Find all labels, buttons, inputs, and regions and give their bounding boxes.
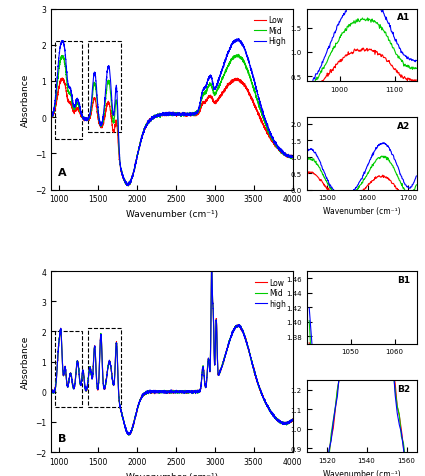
high [48,388,54,394]
Low [209,263,214,269]
Mid [48,390,54,396]
Text: B1: B1 [397,276,410,284]
Low [60,76,65,82]
High [91,83,96,89]
Mid [141,128,146,134]
High [76,101,81,107]
Y-axis label: Absorbance: Absorbance [20,73,29,127]
Low [290,154,295,159]
High [125,183,130,189]
Mid [141,392,146,397]
Bar [88,329,121,407]
high [290,416,295,422]
Low [152,390,157,396]
Mid [259,392,264,397]
X-axis label: Wavenumber (cm⁻¹): Wavenumber (cm⁻¹) [323,468,400,476]
Mid [126,184,131,189]
Legend: Low, Mid, high: Low, Mid, high [252,275,289,311]
Mid [126,432,131,438]
Mid [152,115,157,121]
Low [48,390,54,396]
High [48,115,54,121]
X-axis label: Wavenumber (cm⁻¹): Wavenumber (cm⁻¹) [126,472,218,476]
Bar [55,332,82,407]
high [259,393,264,398]
Low [125,183,130,189]
Y-axis label: Absorbance: Absorbance [20,335,29,388]
high [209,264,214,270]
High [259,107,264,113]
Line: Mid: Mid [51,55,293,187]
high [286,420,291,426]
Low [141,392,146,397]
high [141,391,146,397]
Low [259,119,264,125]
Low [141,129,146,135]
Text: A2: A2 [397,122,410,131]
Line: Low: Low [51,79,293,186]
Bar [88,42,121,132]
Mid [91,89,96,95]
high [127,432,132,437]
Mid [91,372,96,377]
Bar [55,42,82,139]
X-axis label: Wavenumber (cm⁻¹): Wavenumber (cm⁻¹) [323,207,400,216]
Mid [76,366,81,371]
Text: A: A [58,168,67,178]
Mid [152,389,157,395]
X-axis label: Wavenumber (cm⁻¹): Wavenumber (cm⁻¹) [126,209,218,218]
Mid [286,421,291,427]
Mid [259,113,264,119]
Mid [76,102,81,108]
Low [126,432,131,438]
Low [76,366,81,371]
Low [286,154,291,160]
Line: Low: Low [51,266,293,435]
high [76,364,81,370]
Low [91,100,96,106]
Text: A1: A1 [397,13,410,22]
Mid [290,416,295,422]
Mid [209,263,214,269]
Mid [286,154,291,159]
Text: B: B [58,433,67,443]
High [236,37,241,42]
High [286,152,291,158]
Text: B2: B2 [397,384,410,393]
Line: high: high [51,267,293,435]
High [152,115,157,120]
High [141,129,146,135]
Mid [236,52,241,58]
High [290,154,295,160]
Low [152,114,157,120]
Mid [290,154,295,160]
high [91,372,96,377]
Legend: Low, Mid, High: Low, Mid, High [251,13,289,50]
Mid [48,114,54,119]
Low [91,369,96,375]
Low [76,107,81,113]
Low [48,114,54,119]
Line: High: High [51,40,293,186]
Low [259,392,264,398]
Low [290,416,295,422]
high [152,388,157,394]
Line: Mid: Mid [51,266,293,435]
Low [286,419,291,425]
